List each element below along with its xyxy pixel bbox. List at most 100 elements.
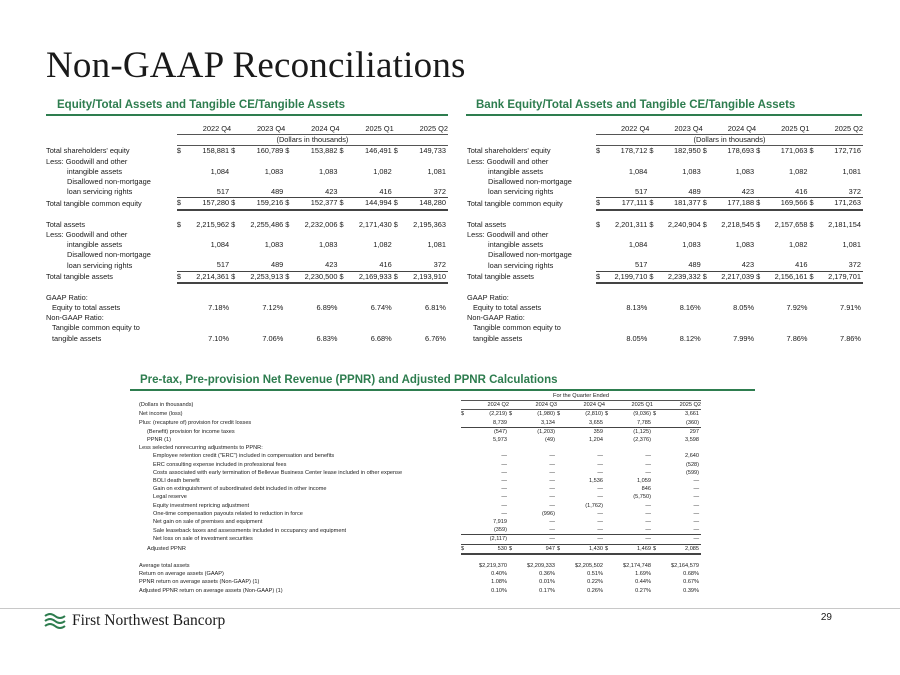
table-cell: 7.12%: [262, 303, 284, 313]
table-cell: [712, 230, 756, 240]
table-cell: 489: [688, 260, 701, 270]
table-cell: 416: [379, 187, 392, 197]
currency-symbol: [461, 518, 469, 526]
currency-symbol: [649, 260, 658, 271]
currency-symbol: [285, 334, 294, 344]
currency-symbol: [557, 534, 565, 545]
table-cell: 157,280: [186, 197, 232, 211]
currency-symbol: [756, 323, 765, 333]
currency-symbol: $: [595, 219, 601, 229]
table-cell: [349, 250, 394, 260]
currency-symbol: [605, 570, 613, 578]
currency-symbol: [285, 230, 294, 240]
table-cell: (360): [685, 419, 700, 426]
currency-symbol: [509, 469, 517, 477]
currency-symbol: [756, 303, 765, 313]
table-row: GAAP Ratio:: [46, 293, 448, 303]
table-cell: [605, 313, 649, 323]
table-cell: 372: [433, 260, 446, 270]
table-cell: [186, 293, 231, 303]
currency-symbol: [557, 493, 565, 501]
table-cell: [186, 177, 231, 187]
table-cell: 2,157,658: [774, 219, 808, 229]
currency-symbol: [605, 419, 613, 428]
table-cell: 177,188: [711, 197, 757, 211]
table-cell: [661, 554, 701, 562]
currency-symbol: [756, 167, 765, 177]
currency-symbol: [703, 250, 712, 260]
currency-symbol: [596, 303, 605, 313]
currency-symbol: [340, 260, 349, 271]
row-label: ERC consulting expense included in profe…: [153, 461, 287, 468]
column-header: 2022 Q4: [595, 124, 650, 136]
currency-symbol: [340, 323, 349, 333]
table-cell: 0.68%: [683, 571, 700, 578]
row-label: loan servicing rights: [67, 260, 133, 270]
right-section-title: Bank Equity/Total Assets and Tangible CE…: [476, 99, 796, 111]
currency-symbol: [653, 452, 661, 460]
table-cell: —: [597, 469, 603, 476]
table-cell: $2,174,748: [623, 563, 651, 570]
currency-symbol: [649, 323, 658, 333]
table-cell: [765, 250, 809, 260]
currency-symbol: [231, 313, 240, 323]
table-cell: [712, 313, 756, 323]
table-cell: 6.76%: [425, 333, 446, 343]
currency-symbol: $: [595, 270, 605, 284]
table-cell: 146,491: [364, 146, 392, 156]
row-label: intangible assets: [488, 240, 544, 250]
currency-symbol: [285, 313, 294, 323]
currency-symbol: [509, 518, 517, 526]
currency-symbol: [810, 167, 819, 177]
table-cell: [295, 157, 340, 167]
currency-symbol: [509, 587, 517, 595]
currency-symbol: [653, 562, 661, 570]
currency-symbol: [703, 240, 712, 250]
row-label: Less: Goodwill and other: [467, 156, 549, 166]
currency-symbol: [756, 293, 765, 303]
currency-symbol: [340, 334, 349, 344]
row-label: PPNR return on average assets (Non-GAAP)…: [139, 579, 260, 586]
units-label: (Dollars in thousands): [595, 134, 863, 147]
table-cell: 7.10%: [208, 333, 230, 343]
currency-symbol: [703, 157, 712, 167]
table-cell: (1,762): [585, 502, 603, 509]
table-cell: [186, 230, 231, 240]
currency-symbol: [461, 526, 469, 535]
currency-symbol: [703, 313, 712, 323]
table-cell: 0.10%: [491, 587, 507, 594]
table-cell: 8,739: [493, 419, 507, 426]
currency-symbol: [756, 260, 765, 271]
row-label: intangible assets: [67, 240, 123, 250]
currency-symbol: [653, 493, 661, 501]
table-cell: [240, 230, 285, 240]
table-cell: [765, 230, 809, 240]
table-cell: 1,084: [210, 166, 230, 176]
table-cell: 297: [661, 426, 702, 437]
table-cell: [613, 554, 653, 562]
period-header: For the Quarter Ended: [461, 392, 702, 402]
row-label: Total tangible common equity: [46, 198, 142, 208]
currency-symbol: [509, 452, 517, 460]
currency-symbol: [285, 240, 294, 250]
currency-symbol: $: [605, 411, 609, 418]
currency-symbol: [596, 313, 605, 323]
table-cell: [605, 157, 649, 167]
table-cell: 947: [517, 543, 557, 555]
table-cell: [295, 323, 340, 333]
currency-symbol: [810, 293, 819, 303]
table-cell: 1,536: [589, 478, 603, 485]
currency-symbol: $: [649, 146, 654, 156]
currency-symbol: [756, 334, 765, 344]
currency-symbol: [557, 419, 565, 428]
spacer-row: [467, 210, 863, 220]
row-label: intangible assets: [488, 166, 544, 176]
table-cell: 2,171,430: [358, 219, 392, 229]
currency-symbol: $: [557, 543, 565, 555]
table-cell: (49): [545, 437, 555, 444]
row-label: One-time compensation payouts related to…: [153, 510, 303, 517]
currency-symbol: [596, 167, 605, 177]
currency-symbol: $: [702, 197, 712, 211]
table-cell: 7.18%: [208, 303, 230, 313]
table-cell: —: [597, 494, 603, 501]
